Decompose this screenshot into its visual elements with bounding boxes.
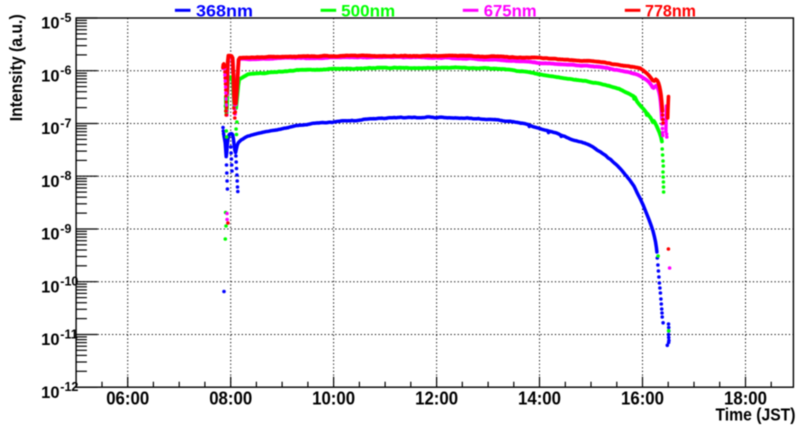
svg-text:10: 10 [41,331,59,349]
svg-text:-8: -8 [60,169,71,183]
svg-text:10: 10 [41,120,59,138]
svg-text:-7: -7 [60,116,71,130]
svg-text:-6: -6 [60,64,71,78]
svg-text:12:00: 12:00 [415,389,458,409]
svg-text:06:00: 06:00 [106,389,149,409]
svg-text:14:00: 14:00 [518,389,561,409]
svg-text:10: 10 [41,278,59,296]
svg-text:500nm: 500nm [341,1,395,20]
svg-text:10: 10 [41,226,59,244]
svg-text:675nm: 675nm [484,1,537,20]
svg-text:-11: -11 [60,327,77,341]
svg-text:10: 10 [41,15,59,33]
svg-text:10: 10 [41,67,59,85]
svg-text:778nm: 778nm [645,1,696,20]
svg-text:10:00: 10:00 [312,389,355,409]
svg-text:10: 10 [41,384,59,402]
svg-text:-12: -12 [60,380,78,394]
svg-text:-5: -5 [60,11,71,25]
svg-text:-10: -10 [60,275,78,289]
svg-text:Time (JST): Time (JST) [716,405,796,425]
svg-text:18:00: 18:00 [724,389,767,409]
svg-text:368nm: 368nm [196,1,253,20]
svg-text:Intensity (a.u.): Intensity (a.u.) [6,14,26,121]
svg-text:16:00: 16:00 [621,389,664,409]
svg-text:-9: -9 [60,222,71,236]
svg-text:10: 10 [41,173,59,191]
svg-text:08:00: 08:00 [209,389,252,409]
